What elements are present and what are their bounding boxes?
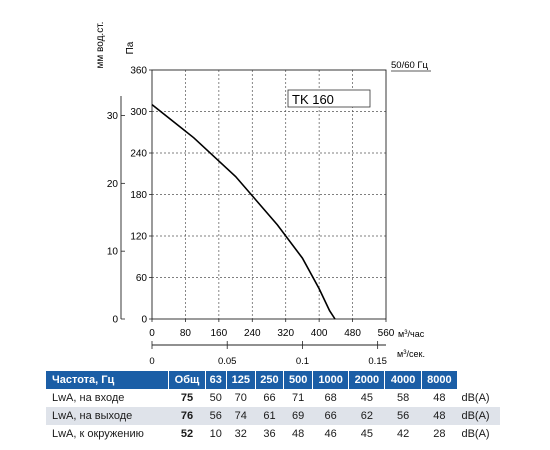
y-tick-label: 240 [130, 149, 147, 160]
frequency-label: 50/60 Гц [391, 60, 429, 71]
table-cell: 71 [292, 392, 305, 404]
table-row: LwA, на выходе 76 56 74 61 69 66 62 56 4… [46, 407, 500, 425]
cell-unit: dB(A) [461, 392, 490, 404]
table-cell: 56 [205, 407, 227, 425]
x2-axis-unit: м3/сек. [397, 349, 425, 359]
header-8000: 8000 [421, 371, 458, 389]
y-tick-label: 0 [141, 315, 147, 326]
table-cell: 48 [292, 428, 305, 440]
table-row: LwA, на входе 75 50 70 66 71 68 45 58 48… [46, 389, 500, 407]
x-tick-label: 320 [277, 328, 294, 339]
row-label: LwA, к окружению [52, 428, 144, 440]
cell-unit: dB(A) [461, 428, 490, 440]
table-cell: 74 [226, 407, 256, 425]
cell-total: 76 [168, 407, 206, 425]
y-tick-label: 180 [130, 190, 147, 201]
model-label: TK 160 [292, 92, 334, 107]
y-tick-label: 300 [130, 107, 147, 118]
row-label: LwA, на выходе [46, 407, 169, 425]
table-cell: 45 [360, 428, 373, 440]
header-125: 125 [226, 371, 256, 389]
x2-tick-label: 0 [149, 356, 154, 367]
x-axis-unit: м3/час [398, 329, 425, 339]
x-tick-label: 240 [244, 328, 261, 339]
table-cell: 48 [421, 407, 458, 425]
y-axis-ticks: 0 60 120 180 240 300 360 [130, 66, 152, 326]
table-cell: 66 [263, 392, 276, 404]
x-tick-label: 80 [180, 328, 192, 339]
table-cell: 62 [348, 407, 385, 425]
x-tick-label: 160 [211, 328, 228, 339]
left-tick-label: 20 [107, 179, 119, 190]
header-63: 63 [205, 371, 227, 389]
x-tick-label: 400 [311, 328, 328, 339]
header-250: 250 [255, 371, 285, 389]
x2-tick-label: 0.1 [296, 356, 309, 367]
header-4000: 4000 [384, 371, 422, 389]
header-total: Общ [168, 371, 206, 389]
left-axis-ticks: 0 10 20 30 [107, 111, 125, 326]
table-cell: 61 [255, 407, 284, 425]
noise-table: Частота, Гц Общ 63 125 250 500 1000 2000… [46, 371, 501, 443]
x-tick-label: 480 [344, 328, 361, 339]
performance-curve [151, 103, 336, 320]
table-cell: 68 [324, 392, 337, 404]
cell-total: 52 [180, 428, 194, 440]
cell-total: 75 [180, 392, 194, 404]
table-cell: 58 [396, 392, 410, 404]
table-cell: 46 [324, 428, 337, 440]
table-cell: 50 [209, 392, 222, 404]
header-unit [457, 371, 501, 389]
model-label-box [287, 89, 371, 108]
x2-axis-ticks: 0 0.05 0.1 0.15 [149, 341, 387, 367]
left-axis-label: мм вод.ст. [95, 22, 106, 69]
table-cell: 48 [433, 392, 446, 404]
x-tick-label: 0 [149, 328, 155, 339]
y-tick-label: 60 [136, 273, 148, 284]
table-cell: 66 [312, 407, 349, 425]
table-cell: 45 [360, 392, 373, 404]
table-cell: 69 [283, 407, 313, 425]
x2-tick-label: 0.15 [368, 356, 387, 367]
left-tick-label: 30 [107, 111, 119, 122]
header-2000: 2000 [348, 371, 386, 389]
fan-performance-chart: мм вод.ст. 0 10 20 30 Па 0 60 120 180 240 300 360… [95, 22, 431, 367]
table-cell: 42 [396, 428, 410, 440]
table-cell: 28 [433, 428, 446, 440]
x-tick-label: 560 [378, 328, 395, 339]
row-label: LwA, на входе [52, 392, 125, 404]
plot-grid [152, 70, 386, 319]
header-frequency: Частота, Гц [46, 371, 170, 389]
header-1000: 1000 [312, 371, 350, 389]
table-cell: 32 [234, 428, 247, 440]
x2-tick-label: 0.05 [218, 356, 237, 367]
table-cell: 70 [234, 392, 247, 404]
x-axis-ticks: 0 80 160 240 320 400 480 560 [149, 319, 395, 339]
table-row: LwA, к окружению 52 10 32 36 48 46 45 42… [46, 425, 500, 443]
left-tick-label: 10 [107, 247, 119, 258]
y-tick-label: 360 [130, 66, 147, 77]
noise-table-header: Частота, Гц Общ 63 125 250 500 1000 2000… [46, 371, 501, 389]
table-cell: 36 [263, 428, 276, 440]
table-cell: 10 [209, 428, 222, 440]
left-tick-label: 0 [112, 315, 118, 326]
header-500: 500 [283, 371, 314, 389]
cell-unit: dB(A) [457, 407, 500, 425]
table-cell: 56 [384, 407, 422, 425]
y-axis-label: Па [125, 41, 136, 54]
y-tick-label: 120 [130, 232, 147, 243]
